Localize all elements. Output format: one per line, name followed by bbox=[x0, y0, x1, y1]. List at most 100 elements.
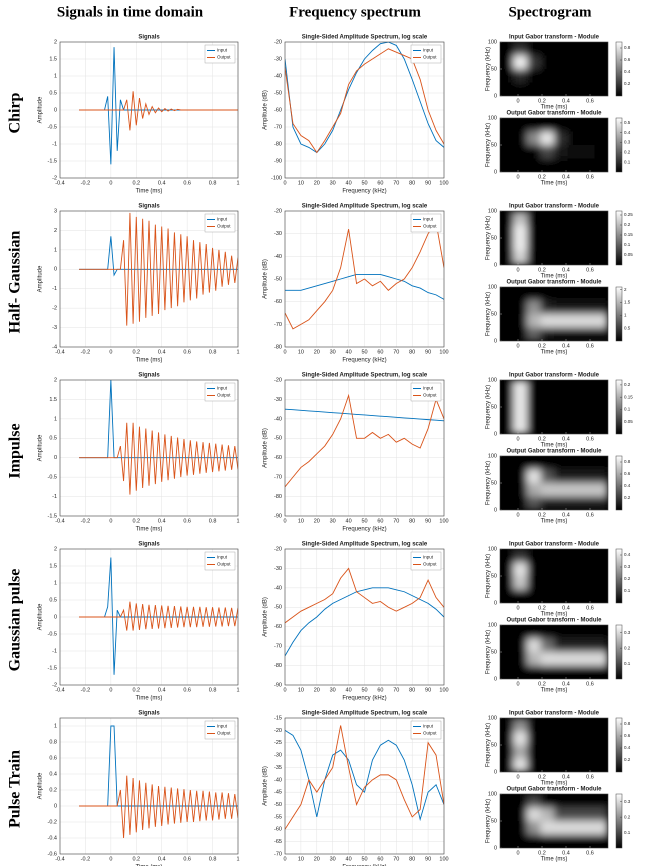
panel: 0 0.2 0.4 0.6 0 50 100 0.1 0.2 0.3 0.4 0.5 Output Ga… bbox=[486, 111, 631, 187]
series-line bbox=[79, 422, 238, 495]
x-tick-label: 70 bbox=[393, 349, 399, 355]
heatmap-cell bbox=[500, 118, 514, 132]
heatmap-cell bbox=[500, 665, 514, 679]
heatmap-cell bbox=[500, 145, 514, 159]
x-tick-label: 0 bbox=[283, 349, 286, 355]
x-tick-label: 50 bbox=[361, 349, 367, 355]
heatmap-cells bbox=[500, 211, 608, 265]
heatmap-cell bbox=[513, 665, 527, 679]
heatmap-cell bbox=[540, 794, 554, 808]
x-tick-label: 0.6 bbox=[586, 174, 594, 180]
x-tick-label: 0.4 bbox=[158, 180, 166, 186]
x-tick-label: -0.4 bbox=[55, 518, 64, 524]
heatmap-cell bbox=[581, 483, 595, 497]
heatmap-blur bbox=[500, 625, 608, 679]
colorbar bbox=[615, 624, 623, 680]
y-tick-label: -2 bbox=[52, 682, 57, 688]
x-tick-label: 1 bbox=[236, 687, 239, 693]
heatmap-cell bbox=[554, 483, 568, 497]
heatmap-cell bbox=[581, 456, 595, 470]
plot-frame bbox=[499, 117, 609, 173]
series-line bbox=[285, 408, 444, 422]
y-tick-label: 0 bbox=[54, 107, 57, 113]
x-tick-label: 0 bbox=[109, 687, 112, 693]
heatmap-cell bbox=[567, 665, 581, 679]
heatmap-cell bbox=[500, 42, 514, 56]
x-tick-label: 0 bbox=[516, 605, 519, 611]
heatmap-cell bbox=[513, 483, 527, 497]
heatmap-cell bbox=[540, 456, 554, 470]
x-tick-label: 0 bbox=[516, 512, 519, 518]
y-axis-label: Amplitude (dB) bbox=[263, 597, 269, 637]
y-tick-label: -15 bbox=[274, 715, 282, 721]
column-header: Signals in time domain bbox=[57, 4, 204, 20]
heatmap-cell bbox=[567, 549, 581, 563]
series-line bbox=[285, 587, 444, 657]
plot-area bbox=[60, 718, 238, 854]
x-tick-label: 0.6 bbox=[183, 687, 191, 693]
legend-label: Output bbox=[217, 224, 231, 229]
x-tick-label: 0.6 bbox=[586, 98, 594, 104]
heatmap-cell bbox=[567, 589, 581, 603]
heatmap-cell bbox=[594, 314, 608, 328]
x-tick-label: 0.4 bbox=[158, 856, 166, 862]
heatmap-cell bbox=[527, 251, 541, 265]
legend-label: Input bbox=[423, 217, 434, 222]
heatmap-cell bbox=[513, 327, 527, 341]
plot-frame bbox=[499, 548, 609, 604]
series-line bbox=[285, 42, 444, 154]
colorbar-tick-label: 0.2 bbox=[624, 814, 631, 819]
heatmap-cell bbox=[554, 300, 568, 314]
panel: 0 0.2 0.4 0.6 0 50 100 0.05 0.1 0.15 0.2 0.25 Input … bbox=[486, 204, 634, 280]
colorbar-tick-label: 0.3 bbox=[624, 799, 631, 804]
y-tick-label: 100 bbox=[488, 284, 497, 290]
y-tick-label: 0 bbox=[494, 507, 497, 513]
legend-label: Output bbox=[423, 55, 437, 60]
heatmap-cell bbox=[594, 625, 608, 639]
x-tick-label: 30 bbox=[330, 180, 336, 186]
series-line bbox=[79, 212, 238, 326]
chart-title: Input Gabor transform - Module bbox=[509, 204, 600, 210]
x-tick-label: 90 bbox=[425, 856, 431, 862]
colorbar-tick-label: 0.3 bbox=[624, 564, 631, 569]
colorbar-tick-label: 0.1 bbox=[624, 830, 631, 835]
heatmap-cell bbox=[527, 807, 541, 821]
x-tick-label: 100 bbox=[439, 180, 448, 186]
x-axis-label: Time (ms) bbox=[136, 189, 163, 195]
x-tick-label: 100 bbox=[439, 518, 448, 524]
y-tick-label: 100 bbox=[488, 208, 497, 214]
x-tick-label: 70 bbox=[393, 180, 399, 186]
heatmap-cell bbox=[594, 718, 608, 732]
y-tick-label: -70 bbox=[274, 475, 282, 481]
colorbar-tick-label: 0.6 bbox=[624, 733, 631, 738]
y-tick-label: 3 bbox=[54, 208, 57, 214]
heatmap-cell bbox=[567, 211, 581, 225]
x-tick-label: 10 bbox=[298, 856, 304, 862]
heatmap-cell bbox=[554, 55, 568, 69]
heatmap-cell bbox=[594, 576, 608, 590]
y-tick-label: -20 bbox=[274, 377, 282, 383]
colorbar-tick-label: 0.25 bbox=[624, 212, 633, 217]
heatmap-cell bbox=[527, 145, 541, 159]
heatmap-cell bbox=[540, 731, 554, 745]
x-tick-label: 0.6 bbox=[183, 518, 191, 524]
colorbar-tick-label: 1 bbox=[624, 312, 627, 317]
legend-label: Output bbox=[217, 55, 231, 60]
x-tick-label: 0.2 bbox=[538, 174, 546, 180]
row-label: Gaussian pulse bbox=[7, 569, 24, 672]
heatmap-cells bbox=[500, 794, 608, 848]
x-tick-label: 1 bbox=[236, 518, 239, 524]
heatmap-cell bbox=[527, 420, 541, 434]
series-line bbox=[79, 601, 238, 631]
x-tick-label: 70 bbox=[393, 687, 399, 693]
heatmap-cell bbox=[527, 758, 541, 772]
chart-title: Signals bbox=[138, 373, 160, 379]
heatmap-cell bbox=[554, 469, 568, 483]
heatmap-cell bbox=[554, 576, 568, 590]
row-label: Impulse bbox=[7, 423, 24, 478]
heatmap-cell bbox=[513, 469, 527, 483]
x-tick-label: 20 bbox=[314, 349, 320, 355]
heatmap-cell bbox=[567, 314, 581, 328]
heatmap-cells bbox=[500, 118, 608, 172]
heatmap-cell bbox=[500, 82, 514, 96]
